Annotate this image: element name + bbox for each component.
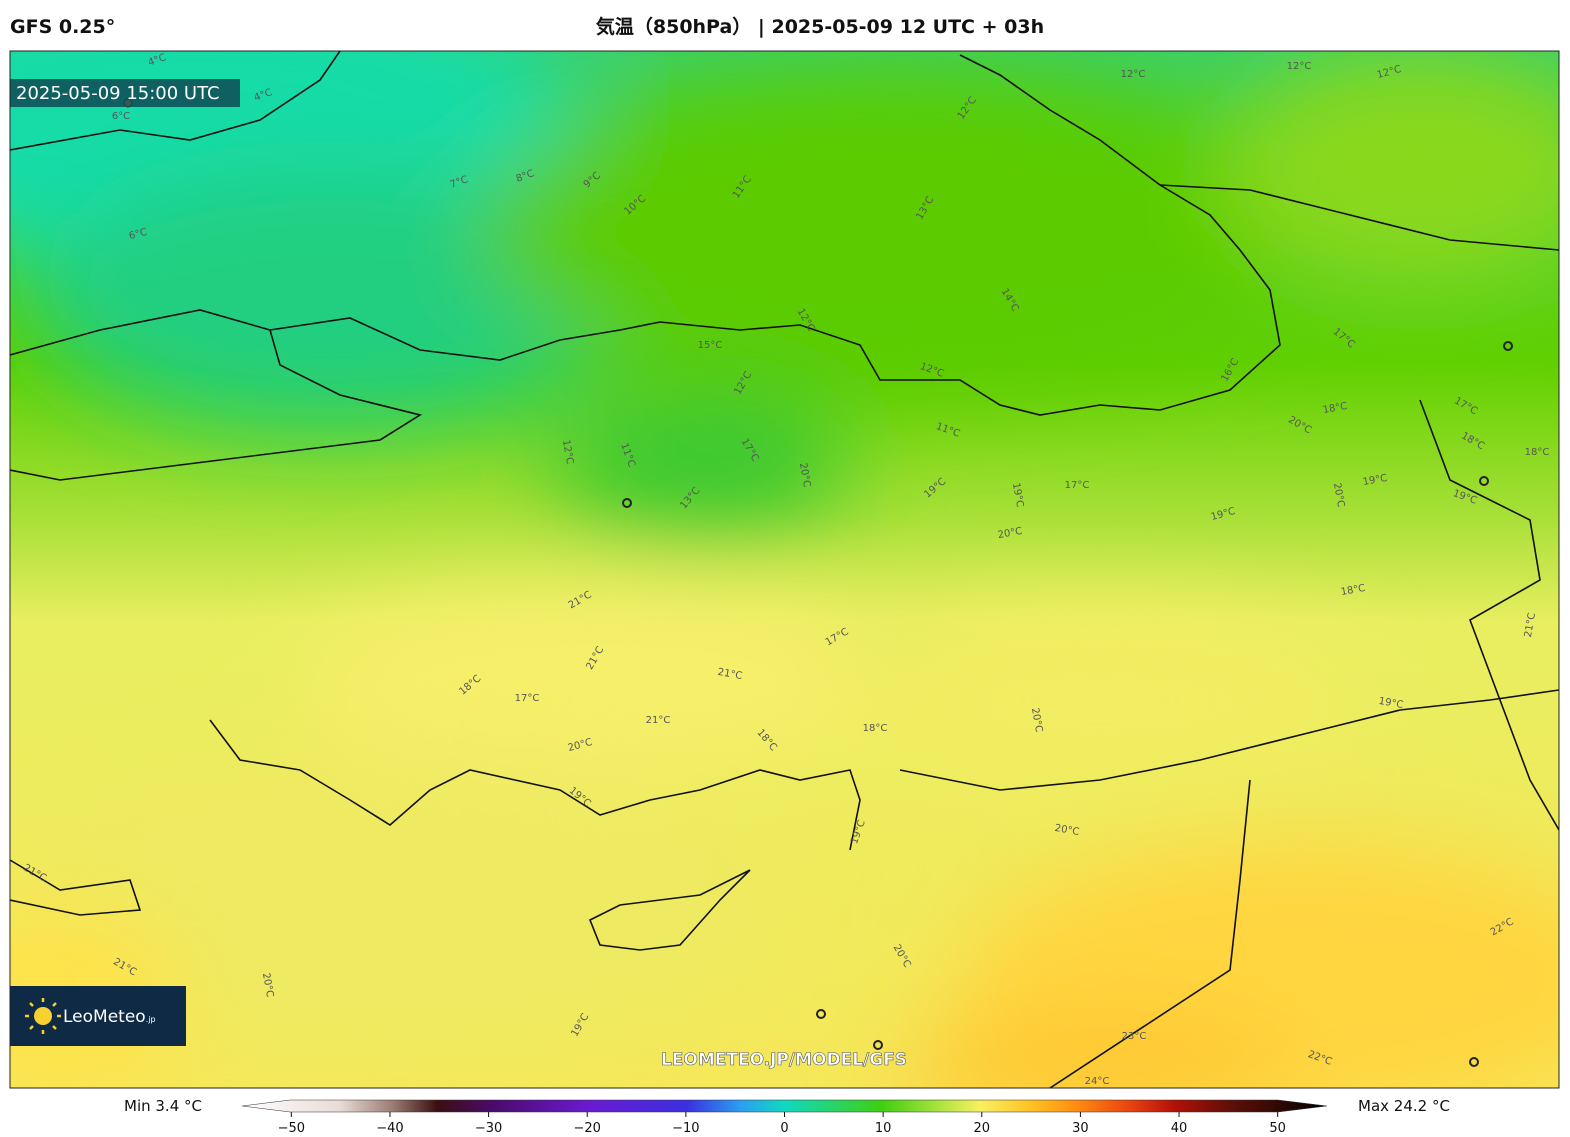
contour-label: 19°C — [1362, 473, 1388, 488]
colorbar-scale — [241, 1099, 1328, 1113]
colorbar-tick-label: −30 — [475, 1121, 502, 1136]
logo-text: LeoMeteo.jp — [63, 1007, 156, 1027]
logo-rays — [25, 998, 61, 1034]
contour-label: 12°C — [560, 439, 575, 465]
border — [1049, 779, 1251, 1088]
city-marker — [1479, 476, 1489, 486]
contour-label: 12°C — [1121, 69, 1146, 80]
contour-label: 17°C — [1065, 480, 1090, 491]
model-name: GFS 0.25° — [10, 16, 115, 38]
contour-label: 12°C — [1287, 61, 1312, 72]
contour-label: 18°C — [1525, 447, 1550, 458]
contour-label: 18°C — [863, 723, 888, 734]
contour-label: 17°C — [515, 693, 540, 704]
contour-label: 20°C — [997, 526, 1023, 541]
colorbar-tick-label: −40 — [376, 1121, 403, 1136]
logo-sun — [34, 1007, 52, 1025]
contour-label: 20°C — [797, 462, 812, 488]
colorbar-tick-label: 20 — [973, 1121, 990, 1136]
colorbar: −50 −40 −30 −20 −10 0 10 20 30 40 50 — [241, 1099, 1328, 1136]
contour-label: 15°C — [698, 340, 723, 351]
city-marker — [1469, 1057, 1479, 1067]
colorbar-tick-label: −50 — [278, 1121, 305, 1136]
border — [1159, 184, 1559, 251]
colorbar-tick-label: 40 — [1171, 1121, 1188, 1136]
colorbar-tick-label: −10 — [672, 1121, 699, 1136]
contour-label: 21°C — [646, 715, 671, 726]
contour-label: 19°C — [1378, 696, 1404, 711]
min-label: Min 3.4 °C — [124, 1097, 202, 1115]
contour-label: 18°C — [1322, 401, 1348, 416]
max-label: Max 24.2 °C — [1358, 1097, 1450, 1115]
contour-label: 20°C — [1331, 482, 1346, 508]
city-marker — [873, 1040, 883, 1050]
contour-label: 18°C — [1340, 583, 1366, 598]
coastline — [10, 859, 142, 916]
contour-label: 20°C — [1054, 823, 1080, 838]
city-marker — [816, 1009, 826, 1019]
colorbar-tick-label: −20 — [574, 1121, 601, 1136]
city-marker — [1503, 341, 1513, 351]
contour-label: 6°C — [112, 111, 130, 122]
timestamp: 2025-05-09 15:00 UTC — [16, 83, 220, 104]
watermark: LEOMETEO.JP/MODEL/GFS — [661, 1050, 907, 1070]
timestamp-box — [10, 79, 240, 107]
contour-label: 20°C — [260, 972, 275, 998]
border — [899, 689, 1559, 791]
map-title: 気温（850hPa） | 2025-05-09 12 UTC + 03h — [596, 15, 1044, 38]
contour-label: 19°C — [1010, 482, 1025, 508]
contour-label: 23°C — [1122, 1031, 1147, 1042]
contour-label: 21°C — [717, 667, 743, 682]
contour-label: 20°C — [1029, 707, 1044, 733]
contour-label: 6°C — [128, 227, 149, 242]
contour-label: 21°C — [1523, 612, 1538, 638]
map-frame — [9, 50, 1560, 1089]
colorbar-tick-label: 30 — [1072, 1121, 1089, 1136]
colorbar-tick-label: 0 — [780, 1121, 788, 1136]
coastline — [588, 869, 751, 951]
coastline — [209, 719, 861, 851]
border — [10, 51, 341, 151]
border — [1419, 399, 1559, 831]
colorbar-tick-label: 10 — [875, 1121, 892, 1136]
colorbar-tick-label: 50 — [1269, 1121, 1286, 1136]
contour-label: 24°C — [1085, 1076, 1110, 1087]
city-marker — [622, 498, 632, 508]
coastline — [10, 309, 423, 481]
coastline — [269, 54, 1281, 416]
